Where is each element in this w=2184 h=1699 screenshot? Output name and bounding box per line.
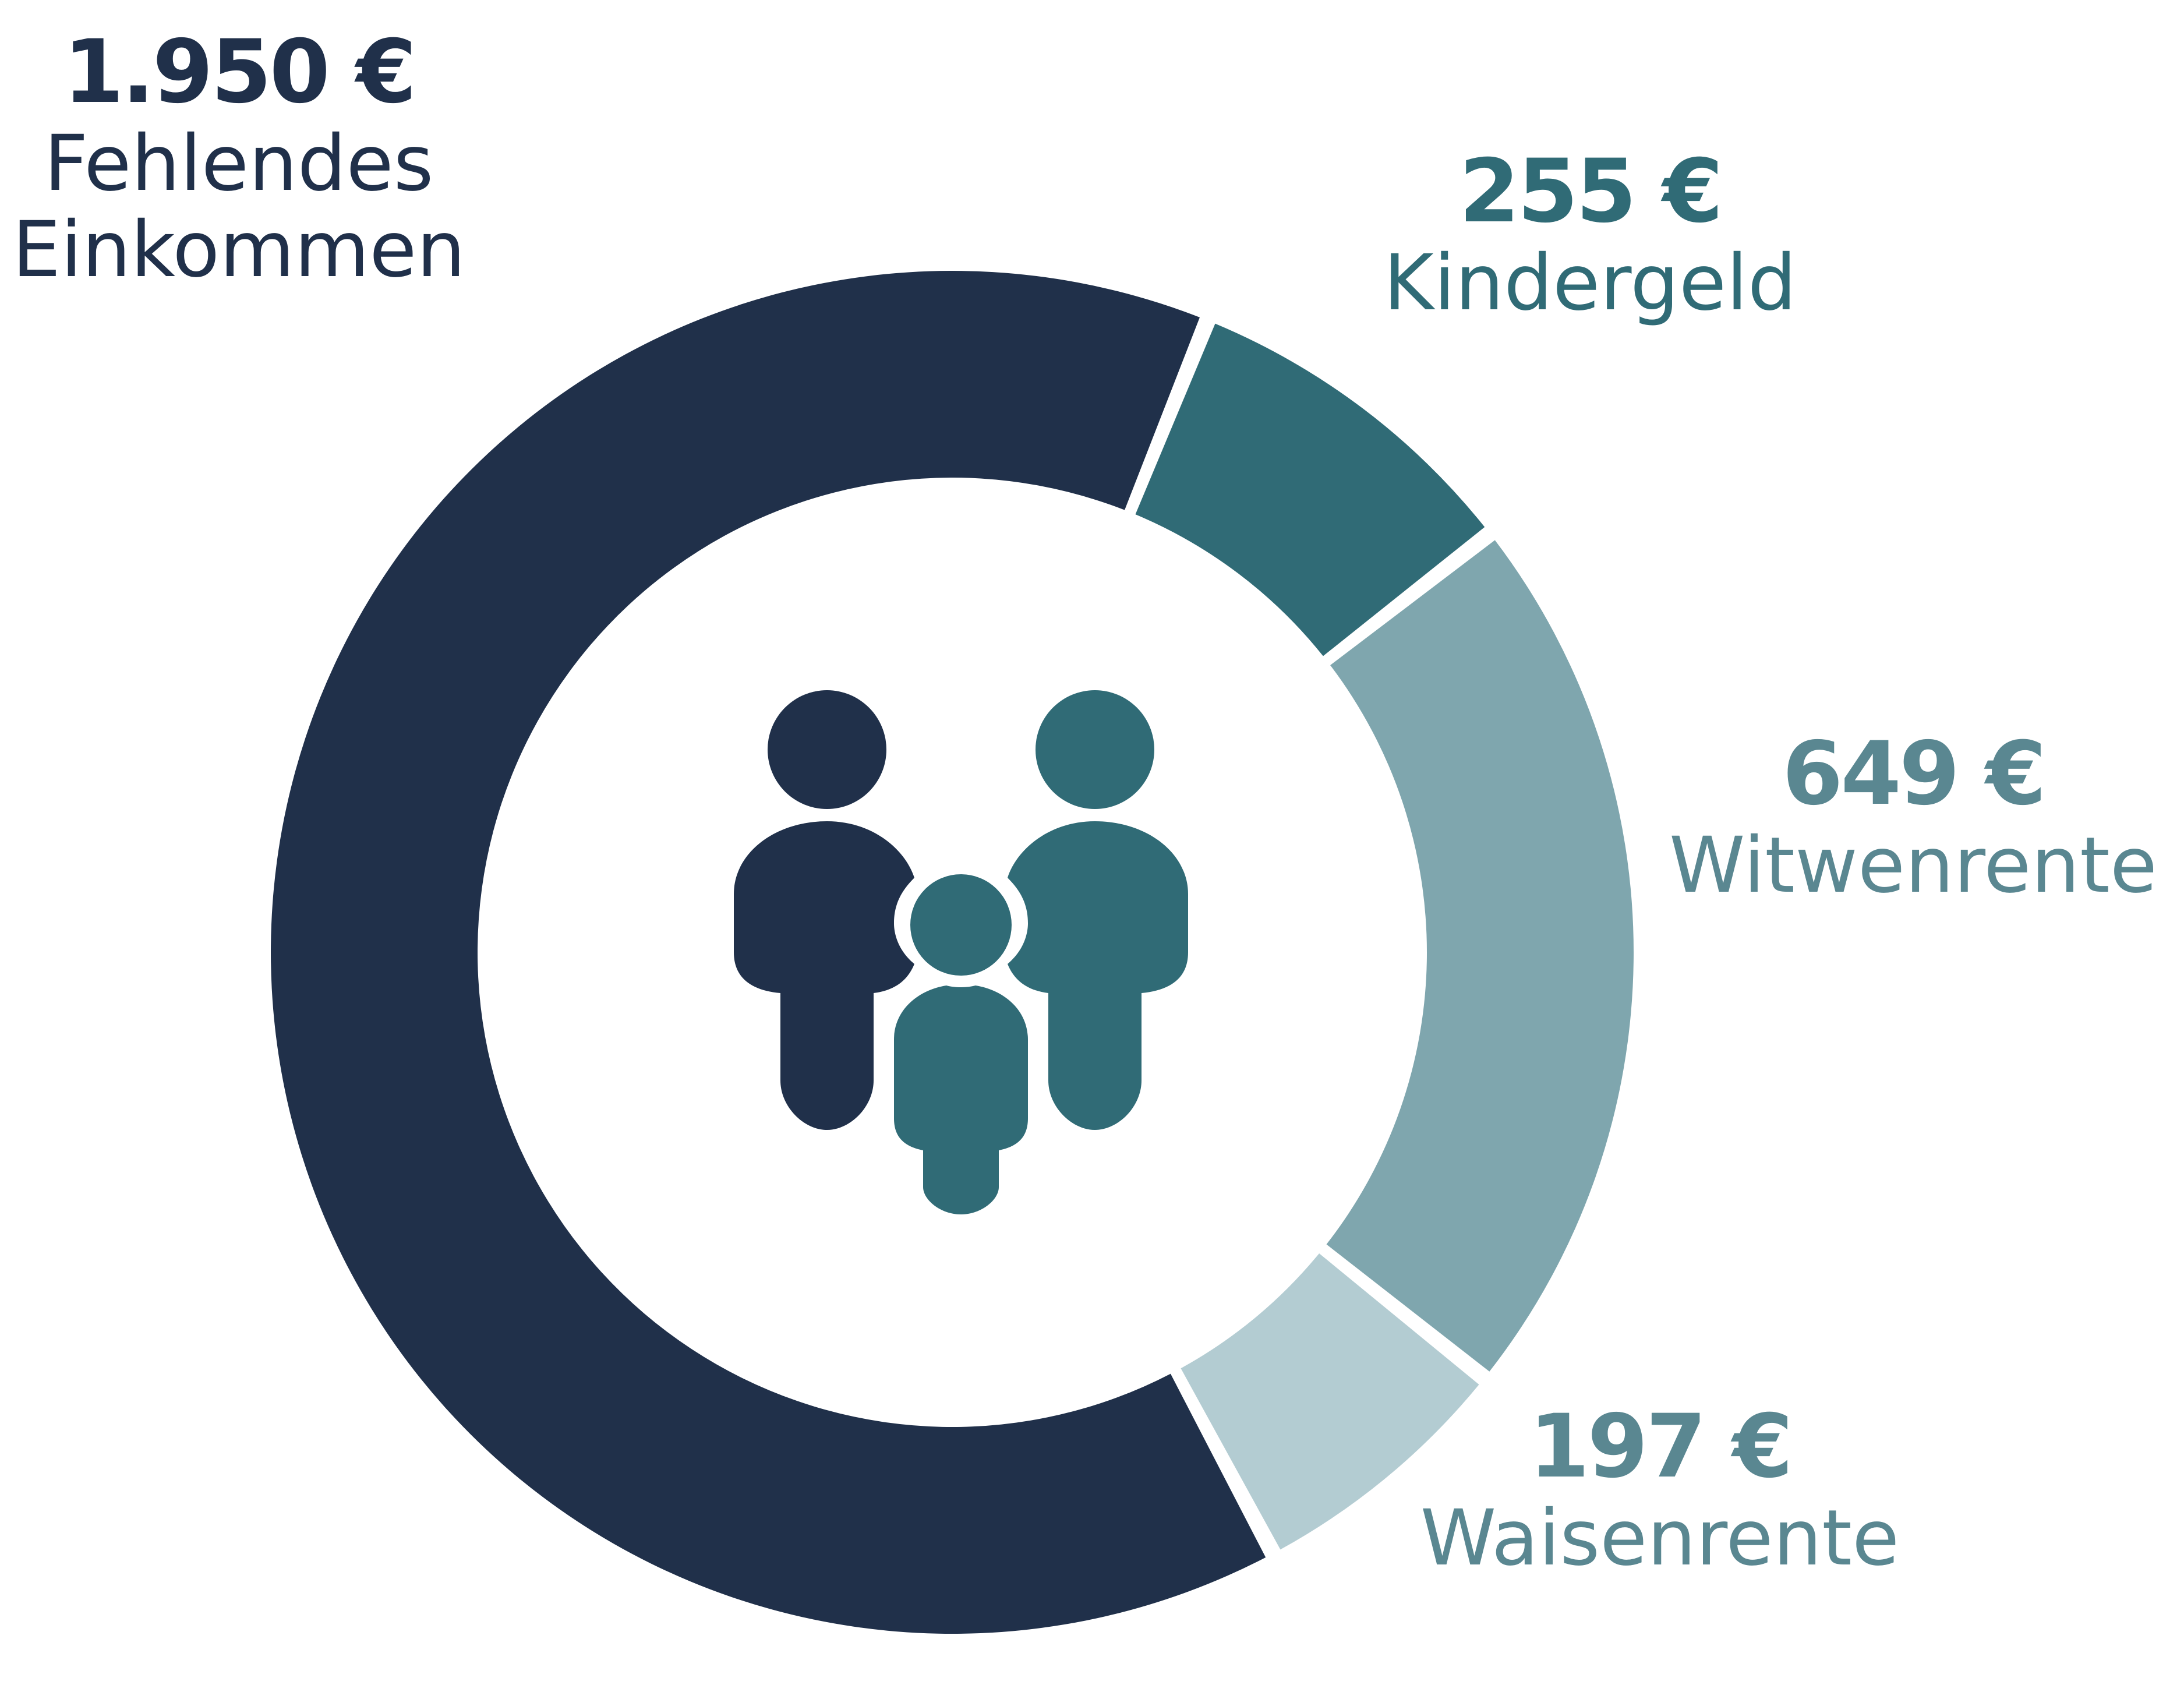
category-label-fehlendes-einkommen: Fehlendes Einkommen <box>12 119 466 295</box>
label-fehlendes-einkommen: 1.950 € Fehlendes Einkommen <box>0 23 478 294</box>
label-witwenrente: 649 € Witwenrente <box>1642 725 2184 909</box>
category-label-waisenrente: Waisenrente <box>1420 1493 1900 1583</box>
value-label-waisenrente: 197 € <box>1529 1396 1793 1497</box>
adult-right-figure <box>1008 690 1188 1130</box>
value-label-kindergeld: 255 € <box>1459 141 1723 242</box>
label-waisenrente: 197 € Waisenrente <box>1398 1398 1922 1582</box>
label-kindergeld: 255 € Kindergeld <box>1334 143 1846 327</box>
category-label-kindergeld: Kindergeld <box>1383 238 1797 328</box>
slice-kindergeld <box>1135 323 1485 656</box>
value-label-witwenrente: 649 € <box>1782 723 2047 825</box>
category-label-witwenrente: Witwenrente <box>1669 821 2158 910</box>
family-icon <box>734 690 1188 1214</box>
slice-witwenrente <box>1326 540 1634 1372</box>
child-figure <box>894 874 1028 1214</box>
slice-fehlendes-einkommen <box>270 271 1266 1634</box>
slice-waisenrente <box>1181 1253 1479 1550</box>
adult-left-figure <box>734 690 914 1130</box>
value-label-fehlendes-einkommen: 1.950 € <box>63 22 416 123</box>
